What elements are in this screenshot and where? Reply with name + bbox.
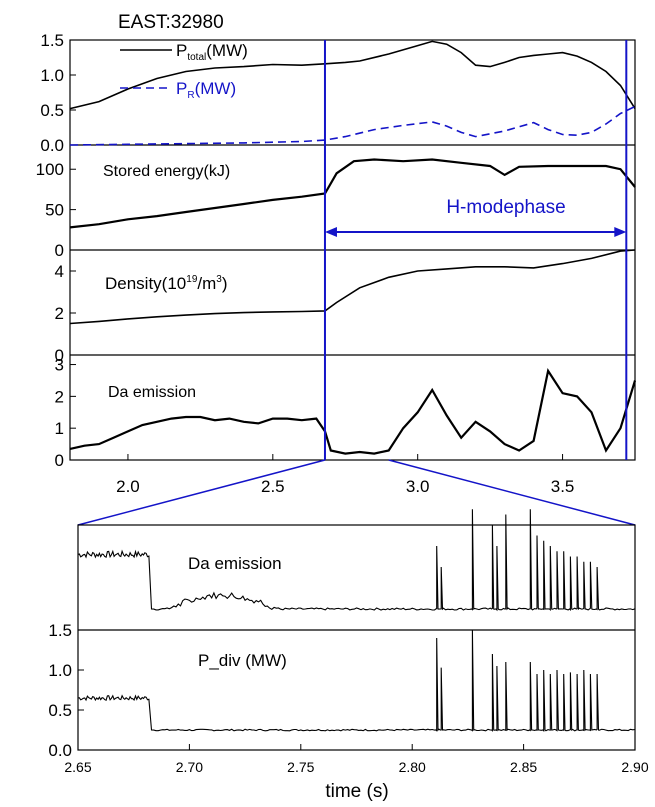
series-line-zoom-p-div xyxy=(77,629,636,733)
series-line-prmw xyxy=(69,105,636,146)
ytick-label: 1.0 xyxy=(48,661,72,680)
figure-title: EAST:32980 xyxy=(118,12,224,33)
top-xtick-label: 3.0 xyxy=(406,477,430,496)
series-line-ptotalmw xyxy=(69,40,636,110)
ytick-label: 4 xyxy=(55,262,64,281)
ytick-label: 1.5 xyxy=(40,31,64,50)
ytick-label: 2 xyxy=(55,387,64,406)
hmode-label: H-modephase xyxy=(446,197,565,218)
top-xtick-label: 2.5 xyxy=(261,477,285,496)
ytick-label: 0 xyxy=(55,346,64,365)
bottom-frame xyxy=(77,524,636,751)
bottom-xtick-label: 2.65 xyxy=(64,759,91,775)
bottom-xtick-label: 2.90 xyxy=(621,759,648,775)
series-line-density xyxy=(69,249,636,325)
ytick-label: 0 xyxy=(55,241,64,260)
series-line-zoom-da-emission xyxy=(77,509,636,612)
series-line-da-emission xyxy=(69,368,637,455)
ytick-label: 0.5 xyxy=(40,101,64,120)
ytick-label: 0 xyxy=(55,451,64,470)
density-panel: 0 2 4 xyxy=(55,249,636,365)
power-legend: Ptotal(MW) PR(MW) xyxy=(120,41,248,101)
ytick-label: 100 xyxy=(36,160,64,179)
ytick-label: 50 xyxy=(45,201,64,220)
zoom-p-div-label: P_div (MW) xyxy=(198,651,287,670)
ytick-label: 1.5 xyxy=(48,621,72,640)
stored-energy-label: Stored energy(kJ) xyxy=(103,163,230,180)
hmode-arrow-right-head xyxy=(614,227,627,237)
ytick-label: 1.0 xyxy=(40,66,64,85)
top-axis-ticks: 2.0 2.5 3.0 3.5 xyxy=(116,454,574,496)
ytick-label: 3 xyxy=(55,356,64,375)
da-emission-panel: 0 1 2 3 xyxy=(55,356,637,470)
zoom-p-div-panel: 0.0 0.5 1.0 xyxy=(48,629,636,760)
series-line-stored-energy xyxy=(69,158,636,229)
zoom-da-emission-label: Da emission xyxy=(188,554,282,573)
da-emission-label: Da emission xyxy=(108,384,196,401)
zoom-connector-right xyxy=(388,459,636,526)
hmode-markers: H-modephase xyxy=(323,40,628,460)
bottom-xtick-label: 2.75 xyxy=(287,759,314,775)
hmode-arrow-left-head xyxy=(324,227,337,237)
bottom-axis-ticks: 2.65 2.70 2.75 2.80 2.85 2.90 xyxy=(64,744,649,775)
zoom-connectors xyxy=(77,459,636,526)
ytick-label: 0.0 xyxy=(48,741,72,760)
power-panel: 0.0 0.5 1.0 1.5 xyxy=(40,31,636,155)
density-label: Density(1019/m3) xyxy=(105,274,228,293)
bottom-xtick-label: 2.80 xyxy=(399,759,426,775)
top-xtick-label: 3.5 xyxy=(551,477,575,496)
zoom-connector-left xyxy=(77,459,326,526)
zoom-da-emission-panel: 1.5 xyxy=(48,509,636,640)
bottom-xtick-label: 2.85 xyxy=(510,759,537,775)
ytick-label: 2 xyxy=(55,304,64,323)
ytick-label: 0.5 xyxy=(48,701,72,720)
bottom-xtick-label: 2.70 xyxy=(176,759,203,775)
x-axis-label: time (s) xyxy=(325,781,388,802)
legend-ptotal-label: Ptotal(MW) xyxy=(176,41,248,63)
ytick-label: 0.0 xyxy=(40,136,64,155)
ytick-label: 1 xyxy=(55,419,64,438)
legend-pr-label: PR(MW) xyxy=(176,79,236,101)
top-xtick-label: 2.0 xyxy=(116,477,140,496)
stored-energy-panel: 0 50 100 xyxy=(36,158,636,260)
